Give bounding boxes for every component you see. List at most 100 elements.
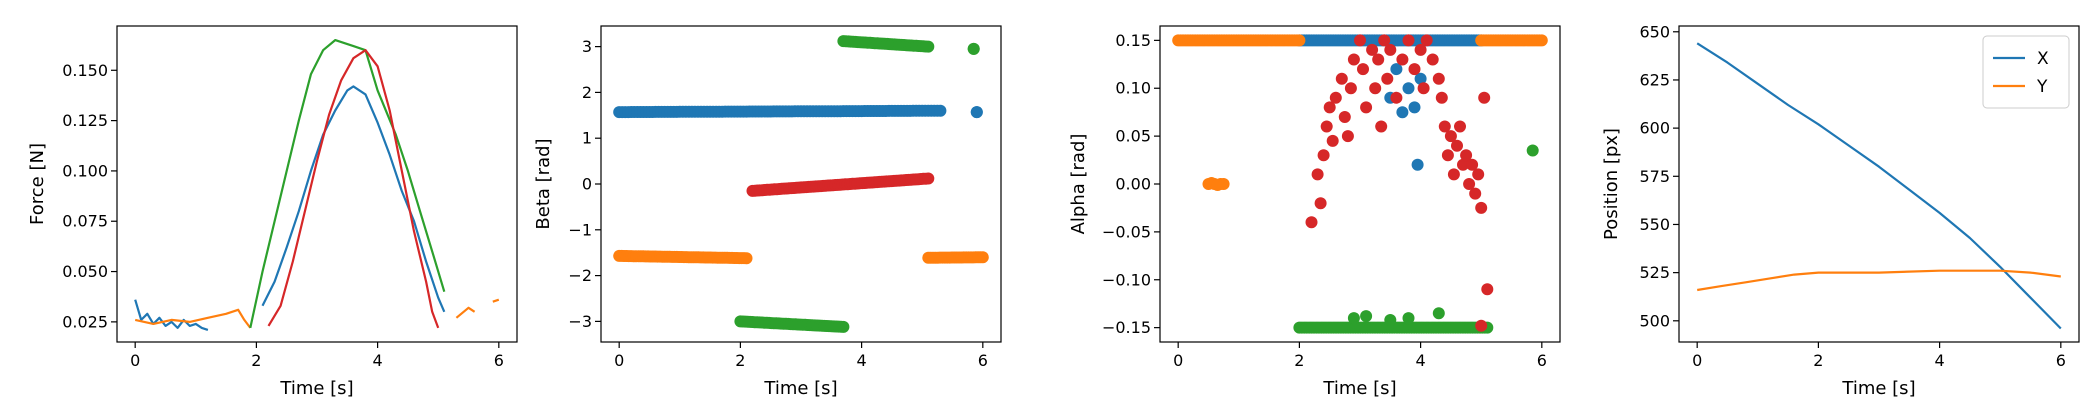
position-ytick-label: 625 — [1639, 70, 1670, 89]
alpha-series-3-point — [1454, 120, 1466, 133]
alpha-series-3-point — [1463, 178, 1476, 190]
alpha-ytick-label: 0.00 — [1115, 175, 1151, 194]
alpha-series-3-point — [1372, 53, 1385, 66]
alpha-xtick-label: 6 — [1537, 351, 1547, 370]
alpha-series-3-point — [1451, 139, 1463, 152]
beta-ytick-label: 2 — [582, 83, 592, 102]
alpha-series-2-point — [1360, 310, 1373, 323]
alpha-series-3-point — [1335, 72, 1348, 85]
alpha-series-3-point — [1326, 134, 1339, 147]
alpha-series-0-point — [1390, 63, 1403, 76]
beta-ylabel: Beta [rad] — [533, 138, 554, 229]
force-xtick-label: 0 — [130, 351, 140, 370]
force-xtick-label: 2 — [251, 351, 261, 370]
alpha-xtick-label: 2 — [1294, 351, 1304, 370]
alpha-series-3-point — [1475, 319, 1488, 332]
position-ytick-label: 575 — [1639, 167, 1670, 186]
subplot-beta: 0 2 4 6 −3 −2 −1 0 1 2 3 Time [s] Beta [rad] — [533, 25, 1002, 399]
alpha-series-1-point — [1293, 34, 1306, 47]
position-xtick-label: 6 — [2056, 351, 2066, 370]
force-axes-frame — [116, 25, 518, 343]
alpha-series-3-point — [1354, 34, 1366, 47]
alpha-series-3-point — [1381, 72, 1394, 85]
alpha-series-0-point — [1411, 158, 1424, 171]
position-plot-area — [1696, 42, 2062, 330]
force-ytick-label: 0.125 — [62, 111, 108, 130]
position-xtick-label: 2 — [1813, 351, 1823, 370]
beta-series-0-point — [934, 104, 947, 117]
beta-series-2-point — [922, 40, 935, 53]
force-ytick-label: 0.075 — [62, 212, 108, 231]
alpha-ytick-label: −0.15 — [1102, 318, 1151, 337]
alpha-ytick-label: 0.15 — [1115, 31, 1151, 50]
position-ytick-label: 525 — [1639, 263, 1670, 282]
beta-xtick-label: 2 — [735, 351, 745, 370]
legend-box — [1982, 35, 2070, 109]
alpha-series-3-point — [1311, 168, 1324, 181]
beta-series-1-point — [740, 252, 753, 265]
beta-series-3-point — [922, 172, 935, 185]
force-xtick-label: 6 — [494, 351, 504, 370]
beta-series-2-point — [967, 42, 980, 55]
force-ytick-label: 0.150 — [62, 61, 108, 80]
beta-series-0-point — [970, 106, 983, 119]
beta-plot-area — [613, 35, 989, 333]
position-xlabel: Time [s] — [1841, 378, 1915, 399]
position-ytick-label: 600 — [1639, 119, 1670, 138]
alpha-series-3-point — [1360, 101, 1373, 114]
alpha-series-3-point — [1481, 283, 1494, 296]
alpha-series-3-point — [1475, 201, 1488, 214]
alpha-series-3-point — [1344, 82, 1357, 95]
alpha-xtick-label: 0 — [1173, 351, 1183, 370]
force-ylabel: Force [N] — [27, 143, 48, 225]
alpha-series-3-point — [1384, 43, 1397, 56]
position-axes-frame — [1678, 25, 2080, 343]
alpha-series-1-point — [1535, 34, 1548, 47]
subplot-alpha: 0 2 4 6 −0.15 −0.10 −0.05 0.00 0.05 0.10 0.15 Time … — [1068, 25, 1561, 399]
alpha-series-0-point — [1414, 72, 1427, 85]
beta-ytick-label: 3 — [582, 37, 592, 56]
alpha-series-2-point — [1526, 144, 1539, 157]
position-xtick-label: 0 — [1692, 351, 1702, 370]
beta-ytick-label: 1 — [582, 129, 592, 148]
alpha-series-3-point — [1347, 53, 1360, 66]
position-series-0-line — [1696, 42, 2062, 330]
position-ytick-label: 550 — [1639, 215, 1670, 234]
beta-ytick-label: −2 — [568, 266, 592, 285]
legend-entry-label: X — [2037, 49, 2049, 69]
alpha-series-3-point — [1314, 197, 1327, 210]
force-ytick-label: 0.025 — [62, 312, 108, 331]
force-series-0-line — [261, 85, 446, 313]
position-ytick-label: 500 — [1639, 311, 1670, 330]
alpha-series-3-point — [1341, 130, 1354, 143]
beta-ytick-label: −3 — [568, 312, 592, 331]
alpha-series-3-point — [1420, 34, 1433, 47]
alpha-series-3-point — [1390, 91, 1403, 104]
alpha-series-3-point — [1338, 111, 1351, 123]
alpha-ytick-label: 0.05 — [1115, 127, 1151, 146]
alpha-ylabel: Alpha [rad] — [1068, 134, 1089, 235]
alpha-series-3-point — [1417, 82, 1430, 95]
alpha-series-3-point — [1466, 158, 1479, 171]
force-ytick-label: 0.100 — [62, 161, 108, 180]
alpha-xlabel: Time [s] — [1322, 378, 1396, 399]
alpha-series-3-point — [1320, 120, 1333, 133]
force-series-3-line — [267, 49, 440, 329]
alpha-ytick-label: −0.05 — [1102, 222, 1151, 241]
beta-xtick-label: 0 — [614, 351, 624, 370]
alpha-series-3-point — [1432, 72, 1445, 85]
alpha-series-3-point — [1329, 91, 1342, 104]
alpha-series-3-point — [1305, 216, 1318, 229]
alpha-series-3-point — [1396, 53, 1409, 66]
position-series-1-line — [1697, 269, 2061, 292]
alpha-series-3-point — [1369, 82, 1382, 95]
alpha-series-2-point — [1402, 312, 1415, 325]
force-xtick-label: 4 — [373, 351, 383, 370]
force-series-0-line — [134, 299, 209, 331]
alpha-series-3-point — [1438, 120, 1451, 133]
beta-xlabel: Time [s] — [763, 378, 837, 399]
beta-ytick-label: 0 — [582, 175, 592, 194]
subplot-position: 0 2 4 6 500 525 550 575 600 625 650 Time [s] Positio… — [1601, 22, 2080, 399]
legend-entry-label: Y — [2036, 77, 2048, 97]
position-xtick-label: 4 — [1935, 351, 1945, 370]
